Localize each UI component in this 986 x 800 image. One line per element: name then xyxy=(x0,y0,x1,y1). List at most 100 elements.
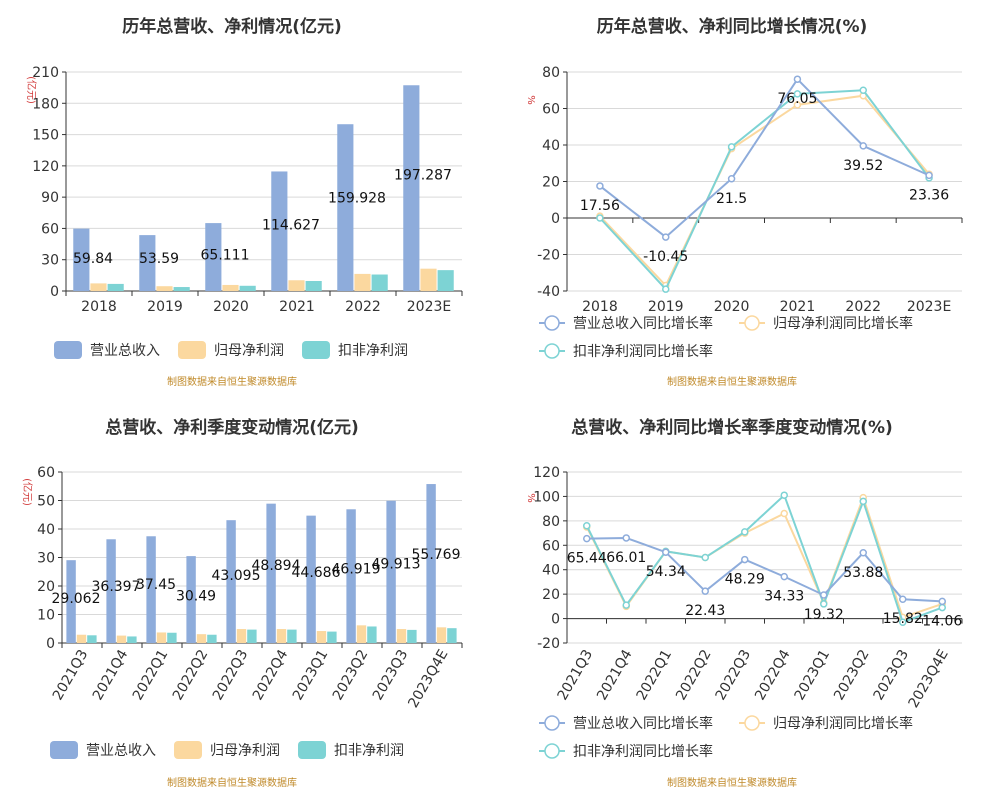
bar xyxy=(87,635,97,643)
point xyxy=(899,595,907,603)
y-tick-label: 40 xyxy=(542,138,560,154)
data-label: 14.06 xyxy=(922,613,962,629)
data-label: 39.52 xyxy=(843,158,883,174)
point xyxy=(780,491,788,499)
y-tick-label: 0 xyxy=(50,284,59,300)
legend-swatch xyxy=(54,341,82,359)
data-label: 59.84 xyxy=(73,251,113,267)
chart-title: 历年总营收、净利同比增长情况(%) xyxy=(597,16,868,37)
data-label: 43.095 xyxy=(212,568,261,584)
data-label: 22.43 xyxy=(685,603,725,619)
x-tick-label: 2021Q3 xyxy=(50,647,92,703)
data-label: 65.44 xyxy=(567,551,607,567)
y-tick-label: 90 xyxy=(41,190,59,206)
series-line xyxy=(599,89,930,291)
legend-label: 归母净利润 xyxy=(214,342,284,359)
legend-marker xyxy=(544,715,560,731)
point xyxy=(793,90,802,98)
point xyxy=(793,75,802,83)
bar xyxy=(207,634,217,643)
bar xyxy=(305,280,322,291)
y-tick-label: -20 xyxy=(537,636,560,652)
legend-marker xyxy=(544,343,560,359)
data-label: 44.686 xyxy=(292,565,341,581)
data-label: 36.397 xyxy=(92,579,141,595)
legend-label: 营业总收入同比增长率 xyxy=(573,715,713,732)
y-tick-label: 60 xyxy=(37,465,55,481)
bar xyxy=(337,124,354,291)
bar xyxy=(346,509,356,643)
x-tick-label: 2023Q4E xyxy=(405,647,451,711)
bar xyxy=(288,280,305,291)
y-tick-label: 60 xyxy=(542,538,560,554)
x-tick-label: 2019 xyxy=(648,299,684,315)
y-tick-label: 180 xyxy=(32,96,59,112)
y-tick-label: 0 xyxy=(551,211,560,227)
bar xyxy=(76,634,87,643)
data-label: 49.913 xyxy=(372,556,421,572)
x-tick-label: 2019 xyxy=(147,299,183,315)
chart-4: 总营收、净利同比增长率季度变动情况(%)% -20 0 20 40 60 80 100 120 2… xyxy=(525,417,963,789)
x-tick-label: 2018 xyxy=(582,299,618,315)
bar xyxy=(396,629,407,643)
point xyxy=(701,553,709,562)
bar xyxy=(116,635,127,643)
point xyxy=(925,171,933,180)
bar xyxy=(239,285,256,291)
point xyxy=(622,534,630,542)
y-tick-label: 50 xyxy=(37,494,55,510)
bar xyxy=(437,270,454,291)
point xyxy=(780,572,788,581)
bar xyxy=(426,484,436,643)
legend-marker xyxy=(544,743,560,759)
x-tick-label: 2021Q4 xyxy=(90,647,132,703)
data-label: 53.88 xyxy=(843,565,883,581)
x-tick-label: 2023Q4E xyxy=(906,647,952,711)
legend-marker xyxy=(744,315,760,331)
bar xyxy=(73,228,90,291)
chart-1: 历年总营收、净利情况(亿元) (亿元) 0 30 60 90 120 150 180 210 201… xyxy=(25,16,463,388)
legend-swatch xyxy=(50,741,78,759)
point xyxy=(741,528,749,536)
x-tick-label: 2022Q1 xyxy=(130,647,172,703)
data-label: 54.34 xyxy=(646,564,686,580)
unit-label: (亿元) xyxy=(25,76,38,104)
bar xyxy=(139,235,156,291)
y-tick-label: 0 xyxy=(46,636,55,652)
x-tick-label: 2021Q4 xyxy=(594,647,636,703)
bar xyxy=(106,539,116,643)
unit-label: % xyxy=(525,493,536,503)
y-tick-label: 80 xyxy=(542,65,560,81)
y-tick-label: 20 xyxy=(542,587,560,603)
y-tick-label: 40 xyxy=(542,563,560,579)
point xyxy=(622,601,630,609)
legend-label: 扣非净利润同比增长率 xyxy=(573,743,713,760)
bar xyxy=(436,627,447,643)
point xyxy=(859,549,867,557)
data-label: 34.33 xyxy=(764,589,804,605)
source-note: 制图数据来自恒生聚源数据库 xyxy=(167,375,297,388)
point xyxy=(596,214,604,222)
bar xyxy=(276,629,287,643)
x-tick-label: 2022 xyxy=(345,299,381,315)
y-tick-label: 40 xyxy=(37,522,55,538)
legend-label: 扣非净利润 xyxy=(334,743,404,759)
y-tick-label: 80 xyxy=(542,514,560,530)
data-label: 30.49 xyxy=(176,589,216,605)
bar xyxy=(107,283,124,291)
data-label: 48.894 xyxy=(252,558,301,574)
y-tick-label: 60 xyxy=(542,102,560,118)
data-label: 55.769 xyxy=(412,547,461,563)
data-label: 37.45 xyxy=(136,577,176,593)
point xyxy=(596,182,604,190)
bar xyxy=(196,634,207,643)
x-tick-label: 2022Q1 xyxy=(634,647,676,703)
y-tick-label: 120 xyxy=(32,159,59,175)
bar xyxy=(266,503,276,643)
x-tick-label: 2022Q2 xyxy=(170,647,212,703)
x-tick-label: 2023Q2 xyxy=(831,647,873,703)
y-tick-label: 20 xyxy=(37,579,55,595)
series-line xyxy=(585,493,943,624)
bar xyxy=(287,629,297,643)
y-tick-label: -20 xyxy=(537,248,560,264)
